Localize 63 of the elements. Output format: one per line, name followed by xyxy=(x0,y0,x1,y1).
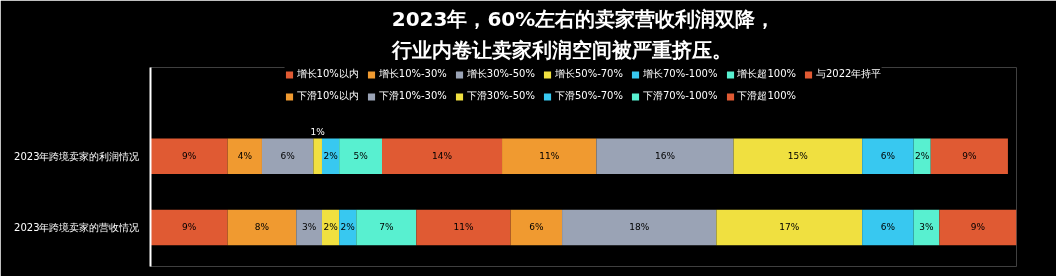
bar xyxy=(716,209,863,246)
bar xyxy=(227,138,262,175)
data-label: 9% xyxy=(962,151,977,162)
legend-label: 增长超100% xyxy=(737,67,796,81)
bar xyxy=(930,138,1008,175)
legend-label: 与2022年持平 xyxy=(816,67,882,81)
legend-label: 增长30%-50% xyxy=(466,67,535,81)
legend-label: 增长50%-70% xyxy=(554,67,623,81)
data-label: 8% xyxy=(254,222,270,233)
data-label: 16% xyxy=(654,151,676,162)
data-label: 6% xyxy=(880,151,896,162)
data-label: 2% xyxy=(323,151,339,162)
data-label: 9% xyxy=(970,222,986,233)
data-label: 3% xyxy=(919,222,935,233)
data-label: 14% xyxy=(432,151,453,162)
bar xyxy=(150,138,228,175)
bar xyxy=(313,138,322,175)
y-tick-label: 2023年跨境卖家的营收情况 xyxy=(14,221,140,233)
data-label: 15% xyxy=(787,151,809,162)
data-label: 2% xyxy=(323,222,339,233)
data-label: 6% xyxy=(280,151,296,162)
data-label: 1% xyxy=(310,127,326,138)
bar xyxy=(356,209,417,246)
bar xyxy=(296,209,322,246)
bar xyxy=(502,138,597,175)
data-label: 6% xyxy=(880,222,896,233)
data-label: 5% xyxy=(353,151,369,162)
data-label: 9% xyxy=(181,151,197,162)
data-label: 11% xyxy=(539,151,560,162)
legend-label: 下滑10%以内 xyxy=(296,89,359,103)
y-tick-label: 2023年跨境卖家的利润情况 xyxy=(14,150,140,162)
data-label: 17% xyxy=(779,222,800,233)
data-label: 4% xyxy=(237,151,253,162)
bar xyxy=(510,209,563,246)
legend-label: 下滑超100% xyxy=(737,89,796,103)
bar xyxy=(596,138,734,175)
legend-label: 下滑30%-50% xyxy=(466,89,535,103)
data-label: 7% xyxy=(379,222,394,233)
data-label: 3% xyxy=(301,222,317,233)
bar xyxy=(227,209,297,246)
legend-label: 下滑50%-70% xyxy=(554,89,623,103)
bar xyxy=(339,138,382,175)
bar xyxy=(261,138,314,175)
data-label: 2% xyxy=(340,222,356,233)
legend-label: 下滑70%-100% xyxy=(642,89,718,103)
data-label: 9% xyxy=(181,222,197,233)
legend-label: 增长10%以内 xyxy=(296,67,359,81)
bar xyxy=(562,209,717,246)
data-label: 11% xyxy=(453,222,474,233)
bar xyxy=(150,209,228,246)
data-label: 2% xyxy=(915,151,930,162)
bar xyxy=(862,138,914,175)
data-label: 6% xyxy=(529,222,544,233)
bar xyxy=(416,209,511,246)
chart-title: 2023年，60%左右的卖家营收利润双降，行业内卷让卖家利润空间被严重挤压。 xyxy=(390,7,776,63)
bar xyxy=(733,138,863,175)
bar xyxy=(862,209,914,246)
legend-label: 增长10%-30% xyxy=(378,67,447,81)
legend-label: 下滑10%-30% xyxy=(378,89,447,103)
data-label: 18% xyxy=(629,222,650,233)
bar xyxy=(939,209,1017,246)
legend-label: 增长70%-100% xyxy=(642,67,718,81)
bar xyxy=(382,138,503,175)
